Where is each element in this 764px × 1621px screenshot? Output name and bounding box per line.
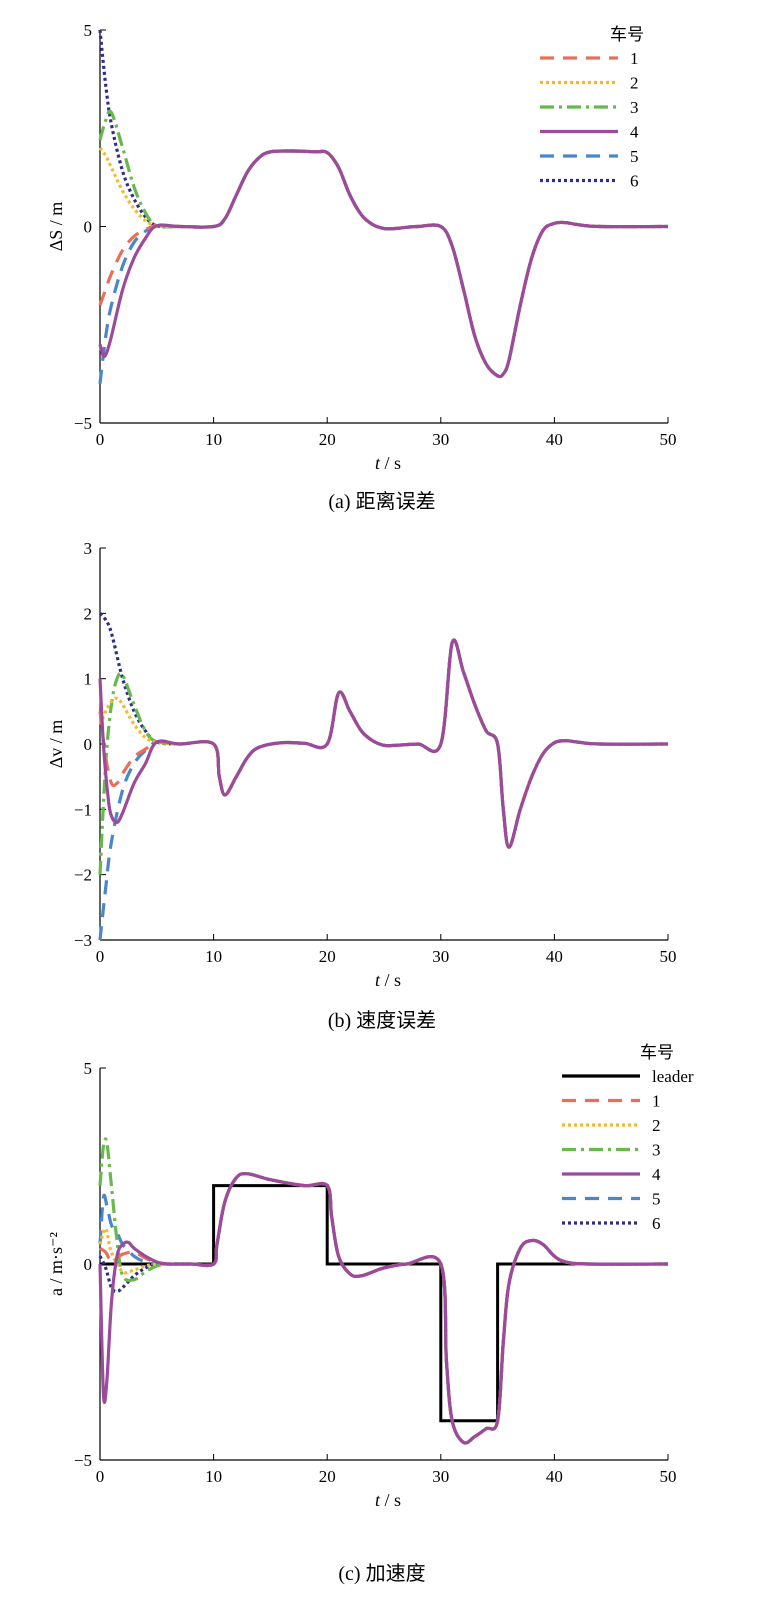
series-line-4 <box>98 149 669 379</box>
series-line-2 <box>98 638 669 849</box>
x-tick-label: 40 <box>546 1467 563 1486</box>
x-axis-label: t / s <box>375 453 401 473</box>
y-tick-label: −3 <box>74 931 92 950</box>
series-line-1 <box>99 1172 669 1445</box>
series-line-6 <box>98 612 669 849</box>
legend-label-4: 4 <box>630 123 639 142</box>
y-tick-label: −5 <box>74 1451 92 1470</box>
x-tick-label: 10 <box>205 430 222 449</box>
x-tick-label: 0 <box>96 430 105 449</box>
x-tick-label: 30 <box>432 1467 449 1486</box>
legend-label-3: 3 <box>630 98 639 117</box>
y-tick-label: 0 <box>84 735 93 754</box>
y-tick-label: −2 <box>74 866 92 885</box>
legend-label-2: 2 <box>652 1116 661 1135</box>
y-axis-label: Δv / m <box>46 720 66 769</box>
x-tick-label: 40 <box>546 430 563 449</box>
legend-label-leader: leader <box>652 1067 694 1086</box>
series-line-4 <box>98 1172 669 1445</box>
series-line-3 <box>98 638 669 875</box>
y-tick-label: 2 <box>84 604 93 623</box>
x-tick-label: 10 <box>205 1467 222 1486</box>
x-tick-label: 0 <box>96 1467 105 1486</box>
y-tick-label: 3 <box>84 539 93 558</box>
x-tick-label: 50 <box>660 947 677 966</box>
y-tick-label: −1 <box>74 800 92 819</box>
y-tick-label: 0 <box>84 218 93 237</box>
series-line-3 <box>98 109 669 379</box>
y-tick-label: 0 <box>84 1255 93 1274</box>
legend-label-2: 2 <box>630 74 639 93</box>
series-line-4 <box>98 638 669 849</box>
legend-label-3: 3 <box>652 1141 661 1160</box>
y-axis-label: a / m·s⁻² <box>46 1232 66 1296</box>
chart-panel-2: 0 10 20 30 40 50 −3 −2 −1 0 1 2 3 t / s Δv / m (b) 速度误差 <box>46 539 677 1032</box>
series-line-2 <box>98 146 669 379</box>
series-line-3 <box>98 1137 669 1445</box>
legend-label-1: 1 <box>652 1092 661 1111</box>
series-line-1 <box>98 149 669 379</box>
series-line-5 <box>98 1172 669 1445</box>
x-tick-label: 0 <box>96 947 105 966</box>
series-line-leader <box>100 1184 668 1423</box>
series-line-2 <box>98 1172 669 1445</box>
x-axis-label: t / s <box>375 970 401 990</box>
x-axis-label: t / s <box>375 1490 401 1510</box>
legend-title: 车号 <box>640 1043 674 1062</box>
legend-label-6: 6 <box>630 172 639 191</box>
y-tick-label: −5 <box>74 414 92 433</box>
x-tick-label: 50 <box>660 1467 677 1486</box>
x-tick-label: 50 <box>660 430 677 449</box>
series-line-5 <box>98 638 669 941</box>
legend-label-1: 1 <box>630 49 639 68</box>
series-line-5 <box>98 149 669 384</box>
chart-caption: (b) 速度误差 <box>328 1009 436 1032</box>
legend-title: 车号 <box>610 25 644 44</box>
legend-label-5: 5 <box>652 1190 661 1209</box>
y-tick-label: 5 <box>84 1059 93 1078</box>
x-tick-label: 30 <box>432 947 449 966</box>
y-axis-label: ΔS / m <box>46 202 66 252</box>
legend-label-5: 5 <box>630 147 639 166</box>
x-tick-label: 20 <box>319 947 336 966</box>
chart-caption: (c) 加速度 <box>338 1562 425 1585</box>
x-tick-label: 40 <box>546 947 563 966</box>
legend: 车号 1 2 3 4 5 6 <box>540 25 644 191</box>
legend: 车号 leader 1 2 3 4 5 6 <box>562 1043 694 1233</box>
x-tick-label: 20 <box>319 1467 336 1486</box>
legend-label-6: 6 <box>652 1214 661 1233</box>
chart-caption: (a) 距离误差 <box>328 490 435 513</box>
y-tick-label: 5 <box>84 21 93 40</box>
x-tick-label: 10 <box>205 947 222 966</box>
x-tick-label: 20 <box>319 430 336 449</box>
x-tick-label: 30 <box>432 430 449 449</box>
legend-label-4: 4 <box>652 1165 661 1184</box>
series-line-6 <box>98 1172 669 1445</box>
y-tick-label: 1 <box>84 670 93 689</box>
